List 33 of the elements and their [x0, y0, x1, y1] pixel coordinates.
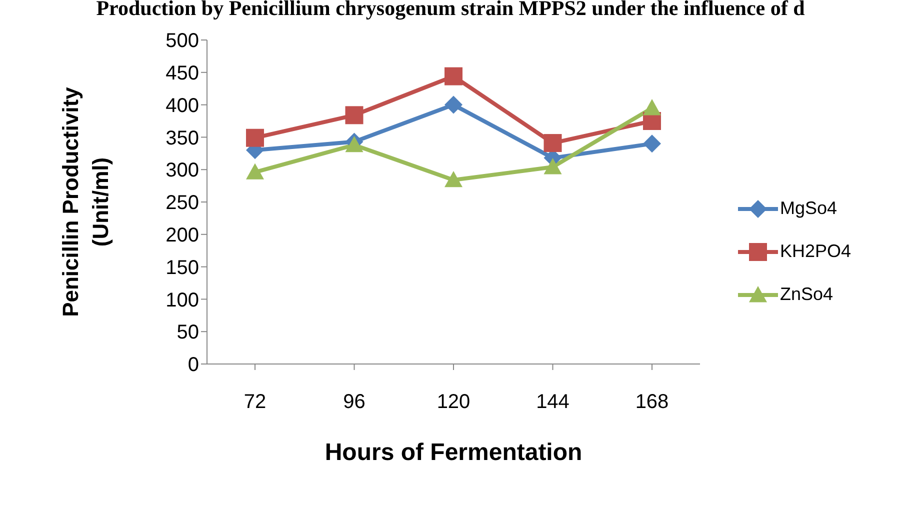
y-tick-label: 300 — [166, 160, 199, 182]
point — [444, 170, 462, 188]
x-axis-title: Hours of Fermentation — [324, 439, 582, 466]
x-tick-label: 168 — [635, 391, 669, 414]
x-tick-label: 144 — [536, 391, 570, 414]
x-tick-label: 96 — [343, 391, 366, 414]
x-tick-label: 120 — [436, 391, 470, 414]
point — [345, 136, 364, 152]
legend-label: ZnSo4 — [780, 284, 834, 305]
legend-label: MgSo4 — [780, 198, 838, 219]
point — [444, 67, 462, 86]
point — [643, 134, 661, 153]
y-axis-title: Penicillin Productivity (Unit/ml) — [58, 86, 113, 317]
y-tick-label: 150 — [166, 256, 199, 279]
y-tick-label: 450 — [166, 62, 199, 84]
chart-title: Production by Penicillium chrysogenum strain MPPS2 under the influence of d — [95, 0, 806, 21]
y-tick-label: 0 — [188, 354, 199, 376]
point — [544, 158, 562, 174]
point — [444, 96, 462, 114]
y-tick-label: 400 — [166, 94, 199, 117]
x-tick-label: 72 — [244, 391, 266, 414]
y-tick-label: 50 — [176, 322, 199, 344]
point — [345, 106, 364, 124]
point — [544, 134, 562, 152]
point — [246, 128, 264, 147]
point — [246, 163, 264, 180]
y-tick-label: 350 — [166, 127, 199, 150]
y-tick-label: 100 — [166, 289, 199, 312]
point — [643, 99, 661, 116]
y-tick-label: 250 — [166, 192, 199, 214]
y-tick-label: 500 — [166, 30, 199, 52]
y-tick-label: 200 — [166, 224, 199, 246]
legend-label: KH2PO4 — [780, 241, 852, 262]
